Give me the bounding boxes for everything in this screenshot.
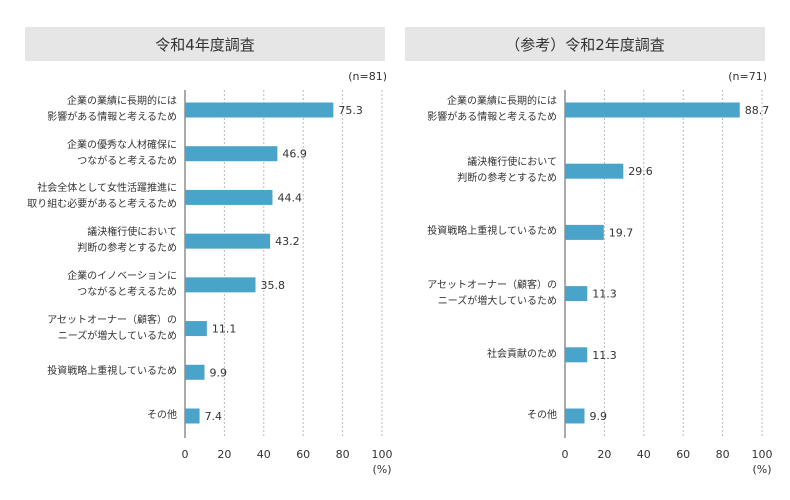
- bar: [565, 286, 588, 302]
- category-label: 投資戦略上重視しているため: [47, 366, 177, 378]
- bar: [565, 408, 585, 424]
- value-label: 7.4: [205, 410, 223, 423]
- value-label: 88.7: [745, 104, 770, 117]
- bar: [185, 277, 256, 293]
- sample-note: (n=71): [728, 70, 767, 83]
- value-label: 9.9: [590, 410, 608, 423]
- bar: [185, 408, 200, 424]
- value-label: 44.4: [277, 191, 302, 204]
- value-label: 19.7: [609, 226, 634, 239]
- x-tick-label: 80: [336, 448, 350, 461]
- bar: [565, 224, 604, 240]
- category-label: その他: [527, 410, 557, 421]
- x-tick-label: 60: [676, 448, 690, 461]
- x-tick-label: 60: [296, 448, 310, 461]
- category-label: 社会全体として女性活躍推進に 取り組む必要があると考えるため: [27, 183, 177, 211]
- panel-title: 令和4年度調査: [25, 27, 385, 61]
- value-label: 35.8: [261, 279, 286, 292]
- category-label: その他: [147, 410, 177, 421]
- x-tick-label: 20: [217, 448, 231, 461]
- bar: [185, 321, 207, 337]
- sample-note: (n=81): [348, 70, 387, 83]
- value-label: 46.9: [282, 148, 307, 161]
- category-label: 社会貢献のため: [487, 348, 557, 360]
- bar: [565, 163, 624, 179]
- value-label: 75.3: [338, 104, 363, 117]
- value-label: 43.2: [275, 235, 300, 248]
- x-axis-label: (%): [752, 463, 771, 476]
- category-label: 議決権行使において 判断の参考とするため: [77, 227, 177, 255]
- x-tick-label: 80: [716, 448, 730, 461]
- category-label: アセットオーナー（顧客）の ニーズが増大しているため: [427, 279, 557, 307]
- category-label: 企業の優秀な人材確保に つながると考えるため: [67, 139, 177, 167]
- panel-title: （参考）令和2年度調査: [405, 27, 765, 61]
- category-label: 企業の業績に長期的には 影響がある情報と考えるため: [427, 96, 557, 123]
- x-tick-label: 40: [257, 448, 271, 461]
- x-tick-label: 40: [637, 448, 651, 461]
- category-label: 企業のイノベーションに つながると考えるため: [67, 270, 177, 298]
- value-label: 29.6: [628, 165, 653, 178]
- bar: [185, 146, 278, 162]
- x-tick-label: 0: [562, 448, 569, 461]
- category-label: 議決権行使において 判断の参考とするため: [457, 157, 557, 185]
- value-label: 11.3: [592, 349, 617, 362]
- bar: [185, 189, 273, 205]
- x-tick-label: 20: [597, 448, 611, 461]
- bar: [185, 102, 334, 118]
- category-label: 投資戦略上重視しているため: [427, 226, 557, 238]
- value-label: 11.1: [212, 323, 237, 336]
- category-label: アセットオーナー（顧客）の ニーズが増大しているため: [47, 314, 177, 342]
- bar: [185, 364, 205, 380]
- value-label: 9.9: [210, 366, 228, 379]
- category-label: 企業の業績に長期的には 影響がある情報と考えるため: [47, 96, 177, 123]
- x-tick-label: 100: [372, 448, 393, 461]
- value-label: 11.3: [592, 288, 617, 301]
- bar: [185, 233, 271, 249]
- bar: [565, 347, 588, 363]
- bar: [565, 102, 740, 118]
- x-tick-label: 0: [182, 448, 189, 461]
- x-axis-label: (%): [372, 463, 391, 476]
- x-tick-label: 100: [752, 448, 773, 461]
